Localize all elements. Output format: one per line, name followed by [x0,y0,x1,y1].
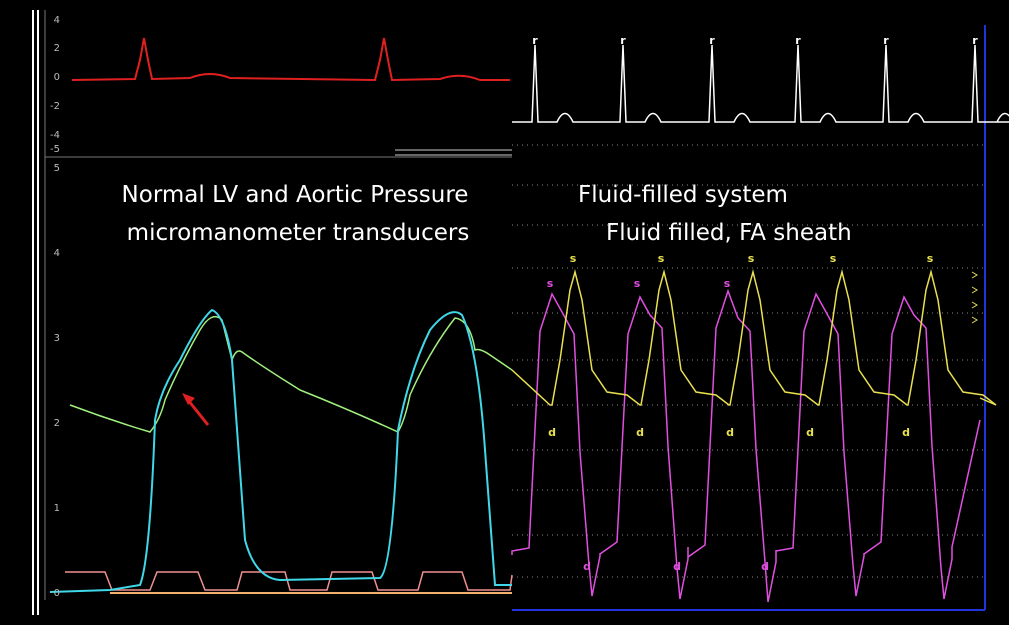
labels: 4 2 0 -2 -4 -5 5 4 3 2 1 0 r r r r r r s s s s s d d d d d s s s d d d [50,15,978,599]
caption: micromanometer transducers [127,220,470,246]
axis-label: 4 [54,248,60,259]
axis-label: 0 [54,588,60,599]
marker-trace [65,571,513,591]
ecg-trace [71,37,510,82]
chevron [971,316,978,324]
arrow-head [182,393,195,405]
s-marker: s [748,252,755,265]
caption: Normal LV and Aortic Pressure [122,182,469,208]
ecg-trace [512,44,1009,123]
axis-label: -2 [50,101,60,112]
s-marker: s [724,277,731,290]
d-marker: d [726,426,734,439]
lv-pressure-trace [49,308,512,593]
chevron [971,286,978,294]
r-marker: r [795,34,801,47]
axis-label: 1 [54,503,60,514]
right-traces [511,44,1009,603]
s-marker: s [547,277,554,290]
axis-label: 0 [54,72,60,83]
r-marker: r [532,34,538,47]
axis-label: 3 [54,333,60,344]
chevron [971,271,978,279]
d-marker: d [673,560,681,573]
axis-label: 2 [54,418,60,429]
r-marker: r [620,34,626,47]
axis-label: -4 [50,130,60,141]
axis-label: 2 [54,43,60,54]
d-marker: d [902,426,910,439]
s-marker: s [570,252,577,265]
s-marker: s [927,252,934,265]
d-marker: d [806,426,814,439]
r-marker: r [883,34,889,47]
caption: Fluid-filled system [578,182,788,208]
axis-label: 5 [54,163,60,174]
chevron [971,301,978,309]
arrow [186,399,210,426]
fluid-lv-trace [511,288,981,603]
d-marker: d [761,560,769,573]
d-marker: d [548,426,556,439]
fluid-aortic-trace [511,269,997,406]
s-marker: s [634,277,641,290]
aortic-pressure-trace [69,315,513,433]
axis-label: -5 [50,144,60,155]
r-marker: r [972,34,978,47]
d-marker: d [636,426,644,439]
caption: Fluid filled, FA sheath [606,220,852,246]
s-marker: s [830,252,837,265]
axis-label: 4 [54,15,60,26]
r-marker: r [709,34,715,47]
s-marker: s [658,252,665,265]
d-marker: d [583,560,591,573]
